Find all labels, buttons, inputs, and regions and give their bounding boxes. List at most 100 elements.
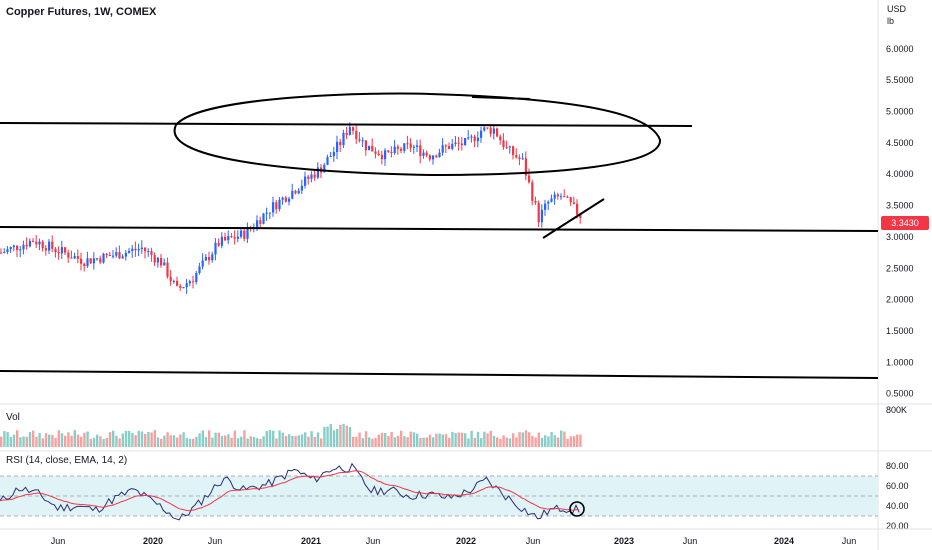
rsi-axis[interactable]: 80.00 60.00 40.00 20.00 — [886, 461, 909, 531]
candle-body — [89, 258, 92, 264]
candle-body — [54, 248, 57, 253]
volume-bar — [502, 435, 505, 447]
volume-bar — [496, 437, 499, 447]
volume-bar — [121, 433, 124, 447]
candle-body — [313, 174, 316, 178]
volume-bar — [524, 430, 528, 447]
candle-body — [435, 155, 438, 158]
candle-body — [524, 158, 527, 176]
candle-body — [409, 143, 412, 148]
candle-body — [444, 145, 447, 147]
time-tick-label: 2021 — [301, 536, 321, 546]
volume-bar — [227, 434, 230, 447]
volume-bars — [0, 423, 582, 447]
candle-body — [489, 127, 492, 134]
volume-bar — [48, 434, 51, 447]
volume-bar — [438, 433, 441, 447]
volume-bar — [3, 431, 6, 447]
candle-body — [76, 256, 79, 259]
volume-bar — [38, 433, 41, 447]
volume-bar — [464, 433, 467, 447]
volume-bar — [179, 434, 182, 447]
candle-body — [272, 202, 275, 213]
rsi-tick-label: 60.00 — [886, 481, 909, 491]
time-tick-label: Jun — [842, 536, 857, 546]
volume-bar — [9, 436, 12, 447]
volume-bar — [195, 436, 198, 447]
candle-body — [323, 164, 326, 173]
candle-body — [144, 247, 147, 252]
volume-bar — [480, 438, 483, 447]
volume-bar — [316, 432, 320, 447]
volume-bar — [256, 438, 259, 447]
volume-label: Vol — [6, 412, 20, 423]
drawings — [0, 92, 879, 379]
volume-bar — [217, 432, 220, 447]
volume-bar — [310, 431, 313, 447]
candle-body — [348, 127, 351, 135]
candle-body — [9, 247, 12, 250]
candle-body — [448, 146, 451, 149]
volume-bar — [528, 432, 531, 447]
volume-bar — [345, 425, 348, 447]
candle-body — [32, 240, 35, 242]
candle-body — [457, 142, 460, 144]
volume-bar — [553, 435, 556, 447]
candle-body — [243, 230, 246, 239]
time-axis[interactable]: Jun 2020 Jun 2021 Jun 2022 Jun 2023 Jun 2024 Jun — [51, 536, 857, 546]
volume-bar — [537, 432, 540, 447]
candle-body — [483, 127, 486, 131]
candle-body — [28, 240, 31, 247]
volume-bar — [288, 434, 291, 447]
candle-body — [288, 198, 291, 202]
volume-bar — [297, 435, 300, 447]
volume-scale-label: 800K — [886, 405, 907, 415]
candle-body — [70, 257, 73, 259]
volume-bar — [531, 435, 534, 447]
price-tick-label: 3.0000 — [886, 232, 914, 242]
volume-bar — [396, 435, 400, 447]
volume-bar — [51, 435, 54, 447]
candle-body — [153, 255, 156, 263]
candle-body — [576, 203, 579, 215]
candle-body — [534, 200, 537, 203]
candle-body — [73, 256, 76, 259]
candle-body — [105, 253, 108, 255]
volume-bar — [160, 438, 163, 447]
time-tick-label: Jun — [51, 536, 66, 546]
volume-bar — [460, 432, 464, 447]
candle-body — [224, 236, 227, 241]
candle-body — [192, 281, 195, 283]
volume-bar — [131, 432, 134, 447]
volume-bar — [102, 438, 105, 447]
volume-bar — [563, 431, 566, 447]
candle-body — [544, 203, 547, 210]
volume-bar — [448, 437, 451, 447]
volume-bar — [368, 437, 371, 447]
candle-body — [332, 152, 335, 157]
candle-body — [163, 262, 166, 266]
candle-body — [195, 272, 198, 282]
candle-body — [387, 150, 390, 152]
volume-bar — [243, 430, 246, 447]
candle-body — [422, 152, 425, 156]
volume-bar — [211, 437, 214, 447]
volume-bar — [384, 433, 387, 447]
candle-body — [182, 287, 185, 289]
candle-body — [531, 182, 534, 201]
volume-bar — [182, 432, 185, 447]
rsi-lines — [0, 462, 580, 521]
candle-body — [156, 257, 159, 263]
volume-bar — [89, 438, 92, 447]
price-axis[interactable]: 6.0000 5.5000 5.0000 4.5000 4.0000 3.5000 3.00… — [886, 44, 914, 399]
volume-bar — [169, 435, 172, 447]
candle-body — [537, 202, 540, 223]
candle-body — [358, 139, 361, 141]
volume-bar — [547, 436, 550, 447]
volume-bar — [550, 431, 553, 447]
volume-bar — [486, 433, 489, 447]
candle-body — [569, 197, 572, 203]
volume-bar — [192, 438, 195, 447]
candle-body — [51, 241, 54, 249]
